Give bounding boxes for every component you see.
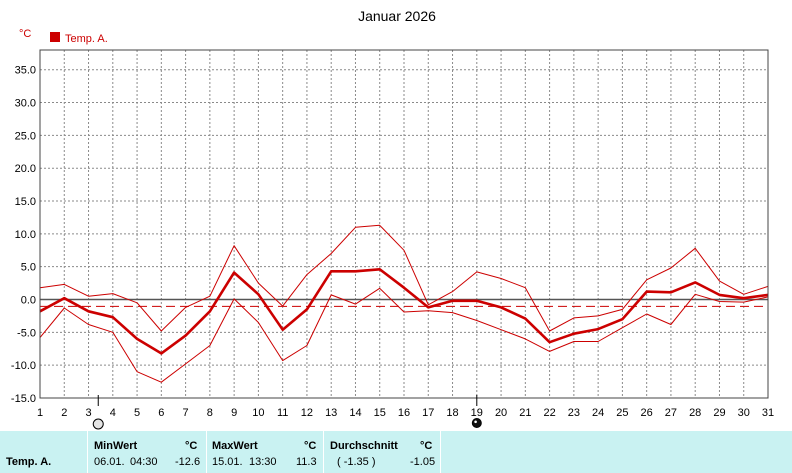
min-label: MinWert: [94, 440, 138, 452]
x-tick-label: 19: [471, 407, 483, 419]
x-tick-label: 2: [61, 407, 67, 419]
y-tick-label: 25.0: [15, 130, 36, 142]
max-date: 15.01.: [212, 456, 243, 468]
x-tick-label: 18: [446, 407, 458, 419]
series-line-avg: [39, 267, 769, 355]
x-tick-label: 1: [37, 407, 43, 419]
footer-divider: [440, 431, 441, 473]
x-tick-label: 9: [231, 407, 237, 419]
y-tick-label: 15.0: [15, 196, 36, 208]
average-unit: °C: [420, 440, 433, 452]
x-tick-label: 17: [422, 407, 434, 419]
y-tick-label: -5.0: [17, 327, 36, 339]
y-unit-label: °C: [19, 28, 31, 40]
y-tick-label: 10.0: [15, 229, 36, 241]
x-tick-label: 15: [374, 407, 386, 419]
y-tick-label: 35.0: [15, 65, 36, 77]
series-line-min: [39, 287, 769, 383]
min-unit: °C: [185, 440, 198, 452]
marker-highlight: [474, 420, 477, 424]
x-tick-label: 21: [519, 407, 531, 419]
max-value: 11.3: [296, 456, 317, 468]
y-tick-label: 20.0: [15, 163, 36, 175]
average-label: Durchschnitt: [330, 440, 398, 452]
x-tick-label: 7: [183, 407, 189, 419]
chart-title: Januar 2026: [358, 8, 436, 24]
x-tick-label: 29: [713, 407, 725, 419]
series-line-max: [39, 224, 769, 332]
x-tick-label: 6: [158, 407, 164, 419]
max-value-cell: MaxWert °C 15.01. 13:30 11.3: [207, 431, 323, 473]
y-tick-label: -10.0: [11, 360, 36, 372]
marker-filled: [471, 418, 482, 428]
x-tick-label: 11: [277, 407, 288, 419]
min-date: 06.01.: [94, 456, 125, 468]
max-label: MaxWert: [212, 440, 258, 452]
x-tick-label: 28: [689, 407, 701, 419]
x-tick-label: 8: [207, 407, 213, 419]
x-tick-label: 26: [641, 407, 653, 419]
footer-divider: [206, 431, 207, 473]
average-extra: ( -1.35 ): [337, 456, 376, 468]
average-value: -1.05: [410, 456, 436, 468]
min-time: 04:30: [130, 456, 158, 468]
x-tick-label: 4: [110, 407, 116, 419]
x-tick-label: 16: [398, 407, 410, 419]
x-tick-label: 14: [349, 407, 361, 419]
min-value: -12.6: [175, 456, 201, 468]
x-tick-label: 24: [592, 407, 604, 419]
marker-hollow: [92, 418, 104, 430]
max-unit: °C: [304, 440, 317, 452]
legend-label[interactable]: Temp. A.: [65, 33, 108, 45]
x-tick-label: 12: [301, 407, 313, 419]
x-tick-label: 3: [85, 407, 91, 419]
x-tick-label: 23: [568, 407, 580, 419]
x-tick-label: 13: [325, 407, 337, 419]
legend-swatch: [50, 32, 60, 42]
x-tick-label: 30: [738, 407, 750, 419]
footer-series-cell: Temp. A.: [0, 431, 86, 473]
footer-series-name: Temp. A.: [6, 456, 52, 468]
statistics-footer: Temp. A. MinWert °C 06.01. 04:30 -12.6 M…: [0, 431, 792, 473]
x-tick-label: 22: [543, 407, 555, 419]
x-tick-label: 10: [252, 407, 264, 419]
average-value-cell: Durchschnitt °C ( -1.35 ) -1.05: [324, 431, 440, 473]
x-tick-label: 27: [665, 407, 677, 419]
x-tick-label: 5: [134, 407, 140, 419]
min-value-cell: MinWert °C 06.01. 04:30 -12.6: [88, 431, 206, 473]
plot-frame: [39, 49, 769, 399]
y-tick-label: -15.0: [11, 393, 36, 405]
x-tick-label: 31: [762, 407, 774, 419]
x-tick-label: 20: [495, 407, 507, 419]
footer-divider: [87, 431, 88, 473]
chart: Januar 2026 °C Temp. A. -15.0 -10.0 -5.0 0.…: [11, 8, 774, 430]
max-time: 13:30: [249, 456, 277, 468]
y-tick-label: 30.0: [15, 98, 36, 110]
footer-divider: [323, 431, 324, 473]
y-tick-label: 5.0: [21, 262, 36, 274]
x-tick-label: 25: [616, 407, 628, 419]
y-tick-label: 0.0: [21, 295, 36, 307]
